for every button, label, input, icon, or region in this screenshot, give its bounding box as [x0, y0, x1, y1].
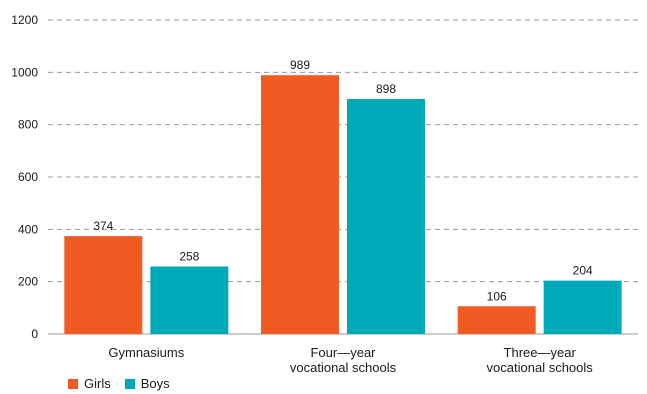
y-tick-label: 1200: [11, 13, 38, 27]
category-label: Gymnasiums: [108, 345, 184, 360]
data-label: 106: [487, 289, 507, 303]
data-label: 989: [290, 58, 310, 72]
y-tick-label: 1000: [11, 65, 38, 79]
bar-boys: [347, 99, 425, 334]
y-tick-label: 400: [18, 222, 38, 236]
bars: [64, 75, 622, 334]
legend-item-boys: Boys: [124, 376, 170, 391]
legend-swatch-girls: [68, 378, 78, 389]
bar-boys: [150, 266, 229, 334]
legend-item-girls: Girls: [68, 376, 111, 391]
gridlines: [48, 19, 638, 335]
category-label: Three—year: [504, 345, 577, 360]
y-tick-label: 800: [18, 118, 38, 132]
data-label: 258: [179, 249, 199, 263]
category-label: vocational schools: [290, 360, 397, 375]
data-label: 374: [93, 219, 113, 233]
category-label: vocational schools: [487, 360, 594, 375]
legend-swatch-boys: [124, 378, 135, 389]
bar-boys: [543, 280, 622, 334]
data-labels: 374 258 989 898 106 204: [93, 58, 593, 303]
y-tick-label: 600: [18, 170, 38, 184]
y-tick-label: 0: [31, 327, 38, 341]
bar-girls: [457, 306, 536, 334]
category-label: Four—year: [310, 345, 376, 360]
data-label: 204: [573, 264, 593, 278]
legend-label-girls: Girls: [84, 376, 111, 391]
legend-label-boys: Boys: [140, 376, 170, 391]
data-label: 898: [376, 82, 396, 96]
y-axis-ticks: 0 200 400 600 800 1000 1200: [11, 13, 38, 341]
bar-girls: [64, 236, 143, 334]
bar-girls: [261, 75, 339, 334]
y-tick-label: 200: [18, 275, 38, 289]
legend: Girls Boys: [68, 376, 184, 391]
